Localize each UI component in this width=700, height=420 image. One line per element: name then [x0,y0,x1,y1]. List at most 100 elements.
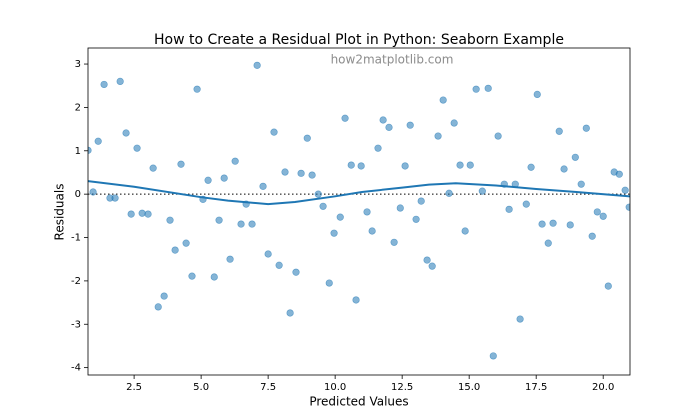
point [368,227,376,235]
point [489,352,497,360]
plot-area [88,61,630,360]
point [133,144,141,152]
point [527,163,535,171]
axes-frame [87,47,631,376]
point [248,220,256,228]
point [582,124,590,132]
point [220,174,228,182]
point [319,202,327,210]
point [566,221,574,229]
point [450,119,458,127]
point [281,168,289,176]
x-tick-label: 17.5 [525,382,547,393]
point [625,203,630,211]
point [308,171,316,179]
point [412,215,420,223]
point [188,272,196,280]
point [154,303,162,311]
point [472,85,480,93]
point [363,208,371,216]
point [599,212,607,220]
point [122,129,130,137]
point [182,239,190,247]
x-tick-label: 12.5 [391,382,413,393]
point [253,61,261,69]
point [522,200,530,208]
point [428,262,436,270]
point [193,85,201,93]
point [544,239,552,247]
y-tick-label: -1 [71,233,81,244]
point [297,169,305,177]
point [352,296,360,304]
point [385,123,393,131]
point [516,315,524,323]
point [478,187,486,195]
point [160,292,168,300]
watermark: how2matplotlib.com [331,53,454,67]
point [494,132,502,140]
point [555,127,563,135]
lowess-line [88,180,630,206]
point [341,114,349,122]
point [357,162,365,170]
point [111,194,119,202]
x-tick-label: 2.5 [126,382,142,393]
point [445,189,453,197]
point [538,220,546,228]
x-tick-label: 20.0 [592,382,614,393]
point [466,161,474,169]
y-tick-label: 0 [75,189,81,200]
point [270,128,278,136]
point [127,210,135,218]
y-tick-label: -4 [71,363,81,374]
point [231,157,239,165]
point [166,216,174,224]
point [259,182,267,190]
point [89,188,97,196]
point [325,279,333,287]
point [406,121,414,129]
point [374,144,382,152]
y-tick-label: 1 [75,146,81,157]
point [577,180,585,188]
point [484,84,492,92]
point [593,208,601,216]
point [549,219,557,227]
point [88,146,92,154]
point [177,160,185,168]
point [434,132,442,140]
point [336,213,344,221]
point [138,209,146,217]
y-tick-label: -2 [71,276,81,287]
x-tick-label: 15.0 [458,382,480,393]
x-tick-label: 10.0 [324,382,346,393]
point [100,80,108,89]
x-tick-label: 7.5 [260,382,276,393]
point [379,116,387,124]
point [390,238,398,246]
point [439,96,447,104]
point [275,261,283,269]
point [171,246,179,254]
point [396,204,404,212]
point [314,190,322,198]
point [604,282,612,290]
point [94,137,102,145]
point [264,250,272,258]
point [330,229,338,237]
y-tick-label: 3 [75,59,81,70]
point [621,186,629,194]
point [292,268,300,276]
point [588,232,596,240]
point [204,176,212,184]
point [571,153,579,161]
chart-title: How to Create a Residual Plot in Python:… [154,32,564,48]
y-tick-label: -3 [71,319,81,330]
point [533,90,541,99]
point [149,164,157,172]
point [347,161,355,169]
point [116,77,124,85]
point [237,220,245,228]
